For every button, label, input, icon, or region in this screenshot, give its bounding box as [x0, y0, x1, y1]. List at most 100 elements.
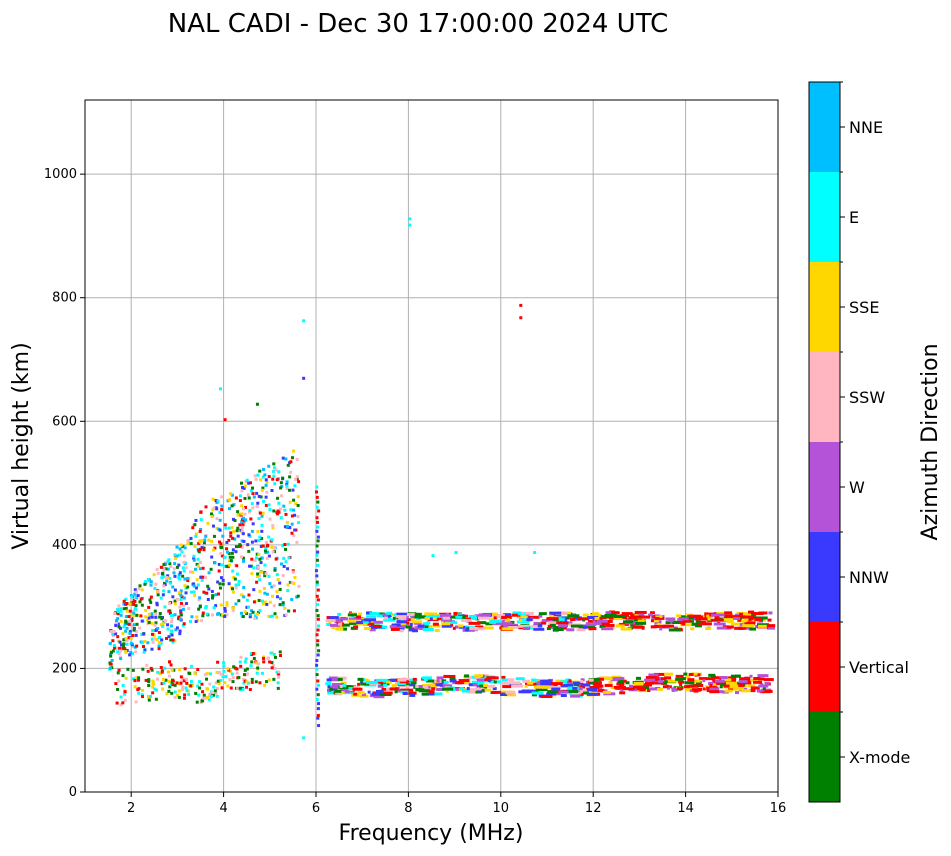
data-point [558, 618, 565, 622]
data-point [405, 618, 414, 622]
data-point [738, 626, 748, 630]
data-point [570, 624, 583, 628]
data-point [227, 526, 231, 530]
data-point [560, 680, 573, 684]
data-point [563, 618, 568, 622]
data-point [405, 616, 409, 620]
data-point [158, 641, 162, 645]
data-point [630, 623, 634, 627]
data-point [643, 615, 651, 619]
data-point [275, 670, 279, 674]
data-point [198, 529, 202, 533]
data-point [212, 548, 216, 552]
data-point [123, 690, 127, 694]
data-point [285, 524, 289, 528]
data-point [533, 627, 545, 631]
data-point [490, 619, 503, 623]
data-point [271, 614, 275, 618]
data-point [143, 639, 147, 643]
data-point [466, 688, 477, 692]
data-point [315, 698, 319, 702]
data-point [491, 690, 501, 694]
data-point [147, 684, 151, 688]
data-point [295, 540, 299, 544]
data-point [288, 526, 292, 530]
data-point [124, 629, 128, 633]
data-point [426, 621, 431, 625]
data-point [243, 484, 247, 488]
data-point [563, 683, 574, 687]
data-point [139, 614, 143, 618]
data-point [442, 687, 454, 691]
data-point [315, 485, 319, 489]
data-point [340, 627, 348, 631]
data-point [466, 690, 476, 694]
data-point [325, 682, 332, 686]
data-point [755, 616, 768, 620]
data-point [291, 570, 295, 574]
data-point [116, 609, 120, 613]
data-point [231, 606, 235, 610]
data-point [256, 572, 260, 576]
data-point [414, 612, 422, 616]
data-point [767, 624, 776, 628]
data-point [272, 509, 276, 513]
data-point [730, 684, 737, 688]
data-point [219, 545, 223, 549]
data-point [443, 616, 451, 620]
data-point [257, 553, 261, 557]
data-point [241, 523, 245, 527]
data-point [549, 623, 556, 627]
data-point [265, 602, 269, 606]
data-point [144, 608, 148, 612]
data-point [586, 623, 597, 627]
data-point [698, 615, 703, 619]
data-point [572, 686, 578, 690]
data-point [415, 688, 425, 692]
data-point [459, 625, 470, 629]
data-point [272, 584, 276, 588]
data-point [149, 580, 153, 584]
data-point [430, 685, 437, 689]
data-point [689, 689, 693, 693]
data-point [113, 611, 117, 615]
data-point [316, 679, 320, 683]
colorbar-tick-label: E [849, 208, 859, 227]
data-point [214, 604, 218, 608]
data-point [723, 684, 730, 688]
data-point [240, 504, 244, 508]
data-point [156, 571, 160, 575]
data-point [633, 615, 644, 619]
data-point [716, 611, 725, 615]
data-point [410, 681, 417, 685]
data-point [281, 603, 285, 607]
data-point [200, 539, 204, 543]
data-point [678, 680, 685, 684]
data-point [128, 619, 132, 623]
data-point [252, 657, 256, 661]
data-point [184, 602, 188, 606]
data-point [198, 604, 202, 608]
x-axis-ticks: 2 4 6 8 10 12 14 16 [127, 792, 786, 816]
data-point [601, 622, 610, 626]
data-point [357, 691, 365, 695]
data-point [174, 628, 178, 632]
data-point [264, 572, 268, 576]
data-point [421, 683, 432, 687]
data-point [252, 600, 256, 604]
data-point [351, 615, 355, 619]
data-point [145, 663, 149, 667]
data-point [203, 538, 207, 542]
data-point [515, 677, 525, 681]
data-point [223, 418, 227, 422]
data-point [315, 505, 319, 509]
data-point [122, 638, 126, 642]
data-point [235, 671, 239, 675]
data-point [254, 680, 258, 684]
data-point [358, 612, 363, 616]
data-point [705, 627, 712, 631]
data-point [330, 685, 337, 689]
data-point [231, 536, 235, 540]
data-point [431, 687, 436, 691]
data-point [205, 677, 209, 681]
